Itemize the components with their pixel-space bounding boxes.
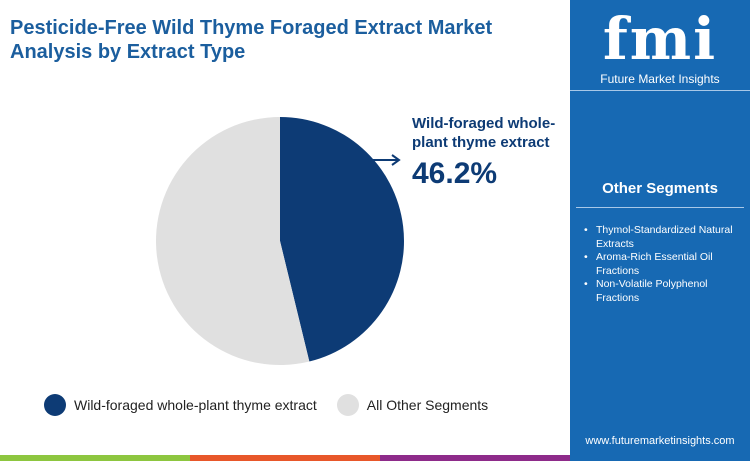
pie-slice-1 xyxy=(155,117,310,366)
divider xyxy=(570,90,750,91)
website-link[interactable]: www.futuremarketinsights.com xyxy=(585,435,735,447)
logo-mark: fmi xyxy=(602,5,718,73)
footer-bar-green xyxy=(0,455,190,461)
callout-label: Wild-foraged whole-plant thyme extract xyxy=(412,115,556,151)
legend: Wild-foraged whole-plant thyme extract A… xyxy=(44,394,488,416)
legend-swatch xyxy=(336,394,359,416)
pie-slice-0 xyxy=(280,117,404,362)
segment-item: Non-Volatile Polyphenol Fractions xyxy=(582,278,742,305)
callout-value: 46.2% xyxy=(412,157,498,190)
segment-item: Aroma-Rich Essential Oil Fractions xyxy=(582,251,742,278)
other-segments-title: Other Segments xyxy=(602,180,718,197)
legend-label: All Other Segments xyxy=(366,397,489,413)
segment-item: Thymol-Standardized Natural Extracts xyxy=(582,224,742,251)
legend-swatch xyxy=(44,394,66,416)
legend-item-primary: Wild-foraged whole-plant thyme extract xyxy=(44,394,317,416)
pie-chart xyxy=(155,117,404,366)
legend-item-other: All Other Segments xyxy=(336,394,489,416)
other-segments-list: Thymol-Standardized Natural Extracts Aro… xyxy=(582,224,742,305)
divider xyxy=(576,207,744,208)
footer-bar-purple xyxy=(380,455,570,461)
callout-arrow-icon xyxy=(372,154,401,166)
chart-title: Pesticide-Free Wild Thyme Foraged Extrac… xyxy=(10,17,493,63)
logo-subtitle: Future Market Insights xyxy=(600,72,720,86)
footer-bar-orange xyxy=(190,455,380,461)
callout: Wild-foraged whole-plant thyme extract 4… xyxy=(412,114,567,192)
legend-label: Wild-foraged whole-plant thyme extract xyxy=(74,397,317,413)
side-panel: fmi Future Market Insights Other Segment… xyxy=(570,0,750,461)
fmi-logo: fmi Future Market Insights xyxy=(570,8,750,86)
